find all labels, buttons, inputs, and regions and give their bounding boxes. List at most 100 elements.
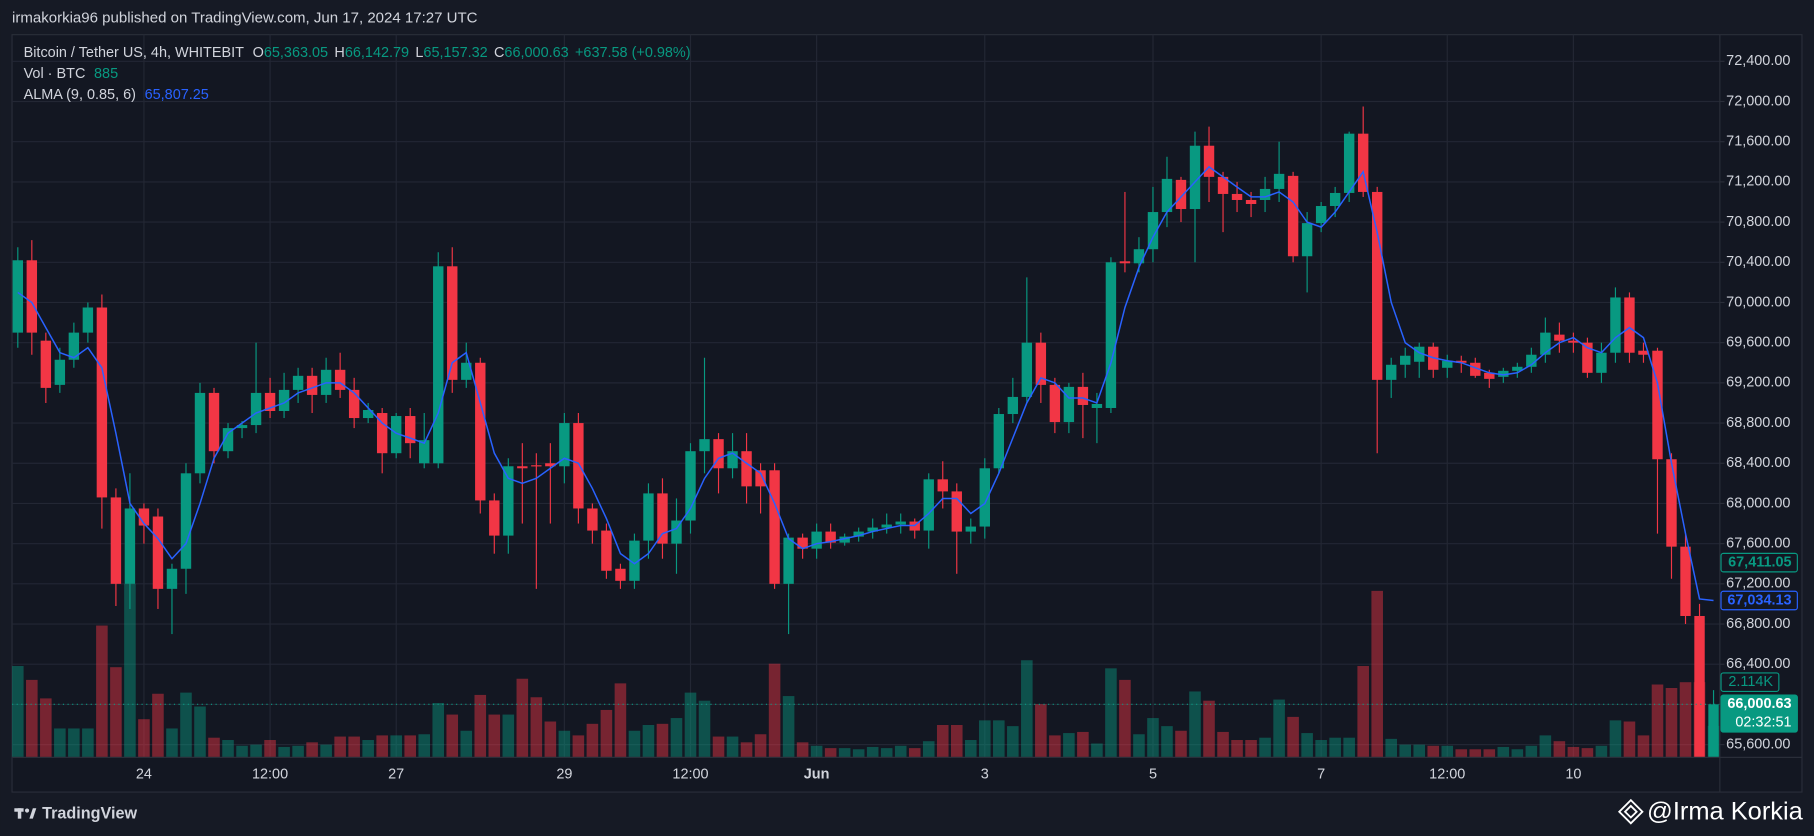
candle-body [1301, 223, 1313, 257]
volume-bar [544, 721, 557, 758]
volume-bar [1497, 746, 1510, 758]
volume-bar [292, 745, 304, 758]
volume-bar [1245, 740, 1257, 758]
volume-bar [1665, 687, 1678, 758]
grid-layer [12, 34, 1720, 758]
candle-body [1049, 384, 1061, 423]
candle-body [1021, 342, 1033, 397]
countdown: 02:32:51 [1735, 715, 1791, 731]
volume-bar [712, 736, 725, 758]
candle-body [923, 479, 934, 531]
candle-body [1680, 546, 1691, 616]
volume-bar [1329, 737, 1341, 758]
volume-bar [208, 737, 220, 758]
candle-body [124, 508, 136, 584]
candle-body [755, 470, 766, 487]
candle-body [643, 493, 654, 541]
price-tag [1720, 694, 1798, 733]
volume-bar [979, 720, 991, 758]
volume-tag [1720, 672, 1780, 692]
y-tick-label: 72,400.00 [1726, 53, 1790, 69]
candle-body [951, 491, 962, 532]
candle-body [1119, 261, 1131, 264]
candle-body [1189, 145, 1201, 210]
candle-body [475, 362, 486, 501]
candle-body [783, 537, 794, 584]
candle-body [376, 413, 388, 454]
candle-body [671, 520, 682, 544]
legend-low: 65,157.32 [423, 45, 487, 61]
volume-bar [754, 734, 767, 758]
volume-bar [152, 693, 164, 758]
volume-label: Vol · BTC [24, 66, 86, 82]
tradingview-logo [14, 808, 37, 819]
volume-bar [376, 735, 388, 758]
legend-alma: ALMA (9, 0.85, 6) 65,807.25 [24, 87, 209, 103]
candle-body [110, 497, 122, 584]
volume-bar [418, 734, 431, 758]
volume-bar [1413, 744, 1426, 758]
volume-bar [1287, 716, 1299, 758]
volume-bar [908, 748, 921, 758]
candle-body [180, 473, 192, 569]
candle-body [54, 359, 66, 385]
legend-c: C [494, 45, 504, 61]
volume-bar [922, 741, 935, 758]
volume-bar [1511, 749, 1524, 758]
volume-bar [166, 728, 178, 758]
footer-brand: TradingView [42, 804, 137, 822]
candle-body [96, 307, 108, 498]
volume-bar [530, 697, 543, 758]
volume-bar [1525, 745, 1538, 758]
volume-bar [1077, 731, 1089, 758]
volume-bar [1063, 733, 1075, 758]
volume-bar [572, 735, 585, 758]
x-tick-label: 5 [1149, 767, 1157, 783]
candle-body [489, 500, 500, 536]
volume-bar [600, 709, 613, 758]
candle-body [334, 369, 346, 390]
volume-bar [306, 742, 318, 758]
volume-bar [1105, 668, 1117, 758]
candle-body [993, 414, 1005, 469]
volume-bar [558, 730, 571, 758]
candle-body [1400, 355, 1411, 365]
volume-bar [1441, 745, 1454, 758]
volume-bar [1007, 726, 1019, 758]
volume-bar [12, 666, 24, 758]
candle-body [1315, 206, 1327, 224]
candle-body [1343, 133, 1355, 193]
x-tick-label: 29 [556, 767, 572, 783]
volume-bar [278, 746, 290, 758]
candle-body [559, 423, 570, 467]
candle-body [979, 468, 990, 527]
volume-bar [866, 746, 879, 758]
price-tag-label: 67,034.13 [1727, 592, 1791, 608]
legend-change: +637.58 (+0.98%) [575, 45, 691, 61]
candle-body [236, 425, 248, 429]
candle-body [1077, 386, 1089, 405]
candle-body [1554, 334, 1565, 341]
volume-bar [320, 744, 332, 758]
alma-value: 65,807.25 [145, 87, 209, 103]
volume-bar [194, 706, 206, 758]
y-tick-label: 68,400.00 [1726, 455, 1790, 471]
volume-bar [1455, 749, 1468, 758]
candle-body [615, 568, 626, 581]
candle-body [1091, 403, 1103, 408]
volume-bar [642, 724, 655, 758]
volume-bar [236, 745, 248, 758]
candle-body [461, 362, 472, 380]
volume-bar [1315, 740, 1327, 758]
footer-author: @Irma Korkia [1647, 798, 1804, 826]
volume-bar [26, 679, 38, 758]
price-tag-label: 67,411.05 [1728, 554, 1791, 570]
y-tick-label: 68,800.00 [1726, 415, 1790, 431]
volume-bar [586, 723, 599, 758]
candle-body [1624, 297, 1635, 353]
candle-body [713, 439, 724, 469]
candle-body [1147, 212, 1159, 250]
volume-bar [362, 740, 374, 758]
volume-bar [1371, 590, 1383, 758]
